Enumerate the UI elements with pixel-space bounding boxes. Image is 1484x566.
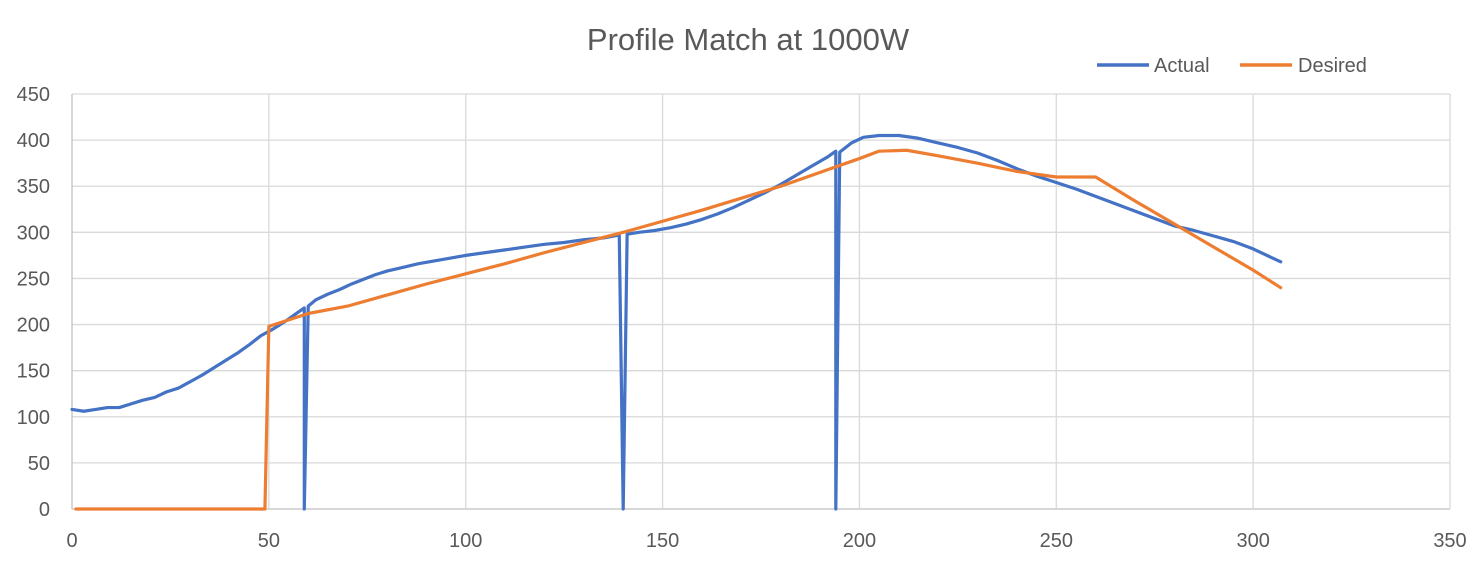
series-line-actual [70,133,1283,511]
y-tick-label: 300 [17,222,50,244]
y-tick-label: 50 [28,453,50,475]
x-tick-label: 100 [449,530,482,552]
grid [71,93,1451,510]
y-tick-label: 250 [17,268,50,290]
x-tick-label: 50 [258,530,280,552]
x-axis-ticks: 0 50 100 150 200 250 300 350 [66,530,1466,552]
y-tick-label: 0 [39,499,50,521]
y-tick-label: 450 [17,84,50,106]
legend-label-desired: Desired [1298,55,1367,77]
y-axis-ticks: 0 50 100 150 200 250 300 350 400 450 [17,84,50,521]
series-line-desired [74,148,1283,511]
x-tick-label: 350 [1433,530,1466,552]
y-tick-label: 400 [17,130,50,152]
x-tick-label: 300 [1236,530,1269,552]
y-tick-label: 100 [17,407,50,429]
x-tick-label: 250 [1040,530,1073,552]
y-tick-label: 150 [17,361,50,383]
x-tick-label: 200 [843,530,876,552]
x-tick-label: 150 [646,530,679,552]
x-tick-label: 0 [66,530,77,552]
y-tick-label: 350 [17,176,50,198]
chart-title: Profile Match at 1000W [587,22,910,57]
legend: Actual Desired [1097,55,1367,77]
series-group [70,133,1283,511]
y-tick-label: 200 [17,315,50,337]
legend-label-actual: Actual [1154,55,1210,77]
